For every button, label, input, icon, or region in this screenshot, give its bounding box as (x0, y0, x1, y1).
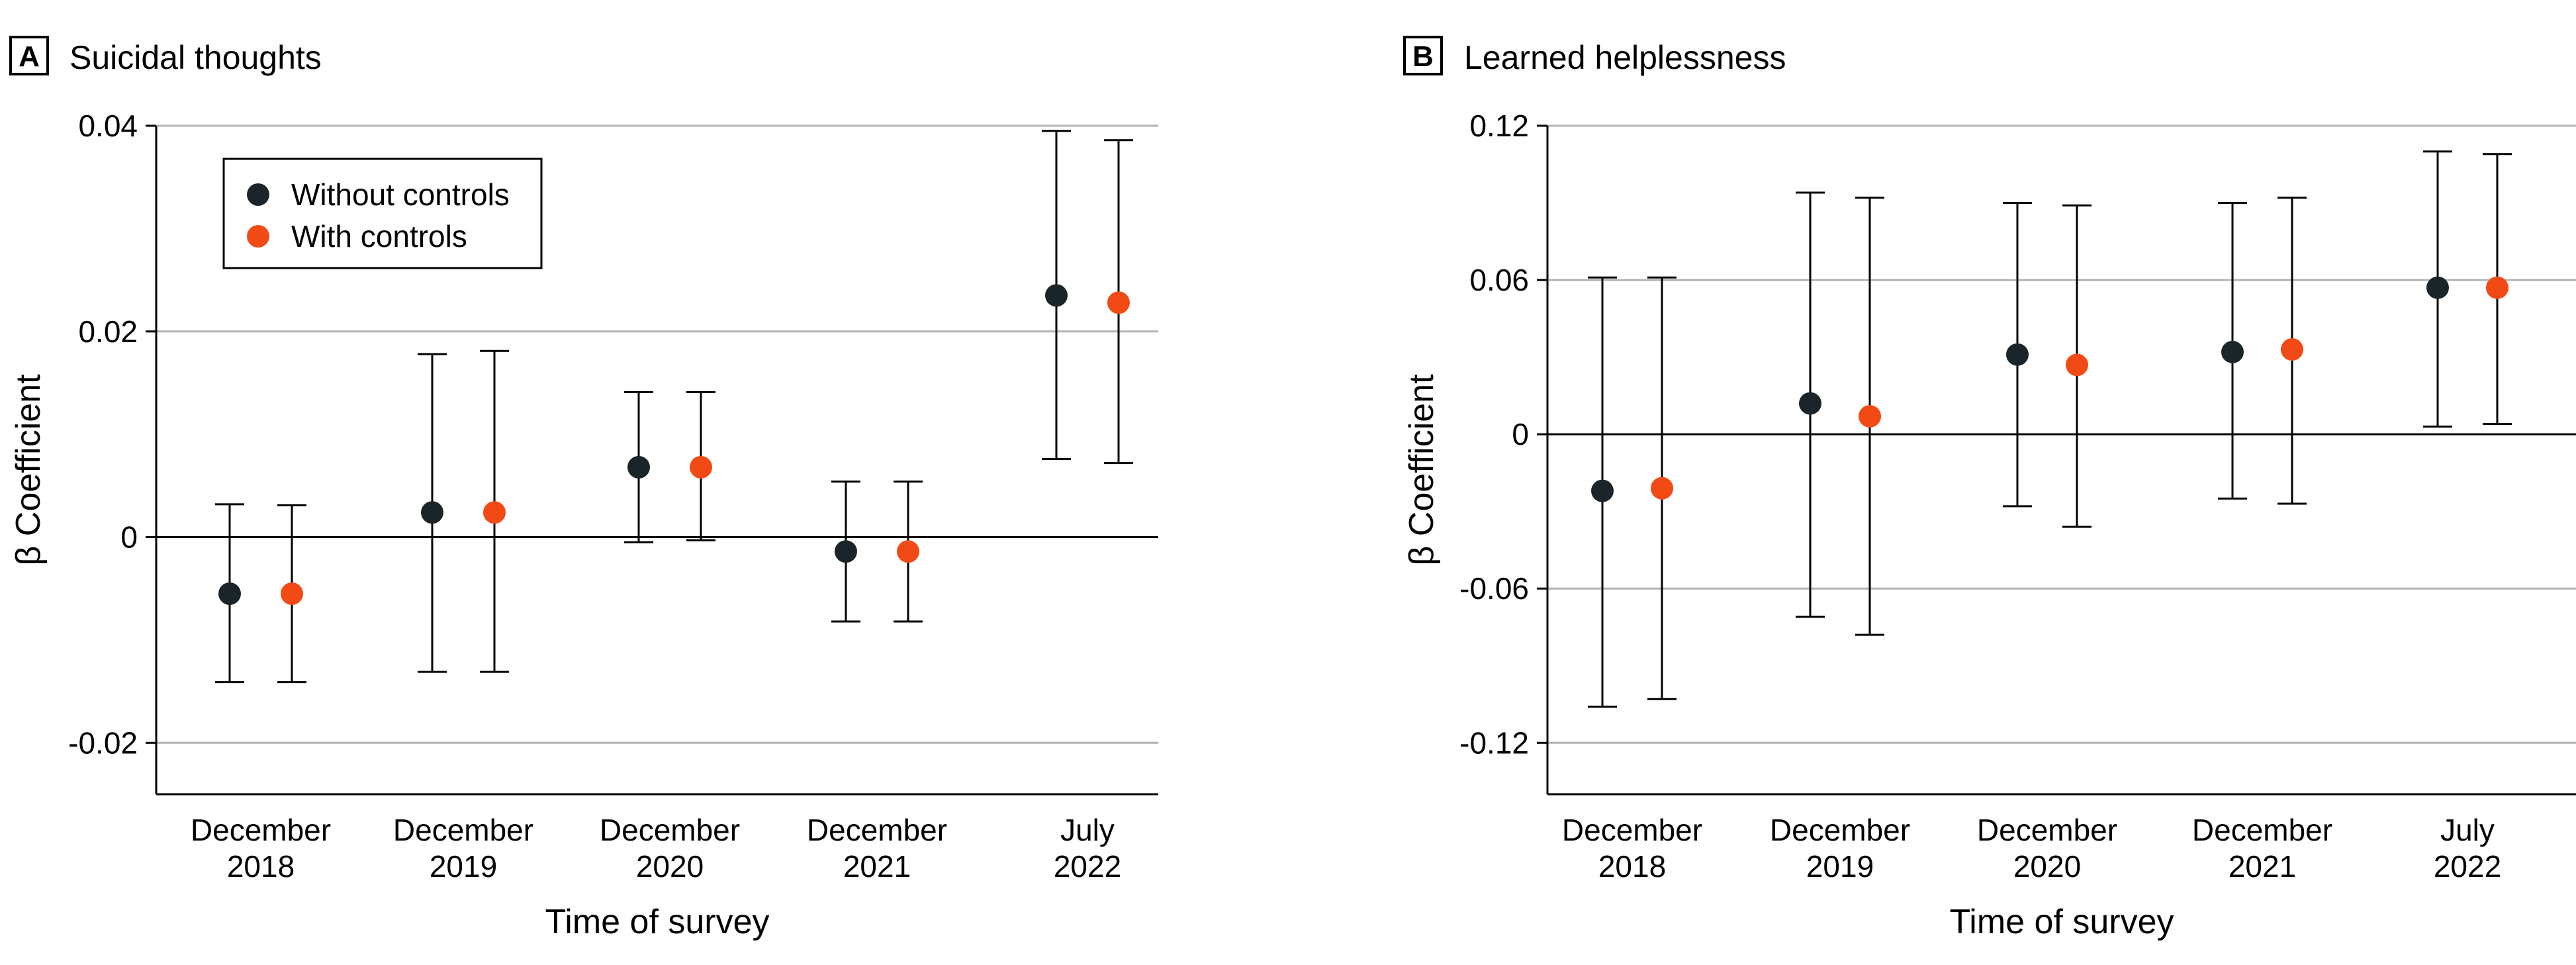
data-point (2281, 338, 2303, 361)
data-point (1859, 404, 1881, 428)
y-axis-title: β Coefficient (1403, 374, 1441, 566)
x-tick-label-line1: December (393, 813, 533, 847)
x-axis-title: Time of survey (545, 903, 769, 941)
y-tick-label: -0.06 (1459, 571, 1529, 606)
data-point (421, 501, 443, 524)
legend-marker (247, 183, 269, 206)
legend-box (222, 158, 543, 269)
x-tick-label-line1: December (1770, 813, 1910, 847)
panel-b: B Learned helplessness -0.12 -0.06 0 0.06 0.12… (1403, 36, 2576, 941)
series-with-controls (1647, 153, 2512, 700)
x-tick-label-line1: December (1562, 813, 1702, 847)
y-tick-label: 0.04 (78, 109, 138, 143)
x-tick-label-line2: 2021 (2229, 849, 2296, 884)
panel-title: Learned helplessness (1464, 39, 1786, 76)
series-without-controls (1588, 150, 2452, 708)
panel-title: Suicidal thoughts (69, 39, 322, 76)
legend-marker (247, 225, 269, 248)
x-tick-label-line1: December (600, 813, 740, 847)
y-tick-label: -0.02 (68, 725, 138, 760)
legend: Without controls With controls (222, 158, 543, 269)
data-point (1107, 291, 1130, 314)
data-point (1799, 392, 1821, 415)
data-point (897, 540, 919, 563)
y-tick-label: 0.02 (78, 314, 138, 349)
y-tick-label: 0.12 (1469, 109, 1529, 143)
data-point (627, 455, 650, 479)
y-tick-label: 0 (120, 520, 138, 555)
x-tick-label-line1: December (807, 813, 947, 847)
data-point (281, 582, 303, 605)
series-with-controls (277, 139, 1133, 684)
y-tick-label: 0.06 (1469, 263, 1529, 297)
data-point (483, 501, 506, 524)
x-tick-label-line2: 2021 (843, 849, 911, 884)
x-tick-label-line1: July (2440, 813, 2495, 847)
x-tick-label-line2: 2018 (1598, 849, 1666, 884)
x-tick-label-line2: 2020 (636, 849, 704, 884)
x-tick-label-line1: December (2192, 813, 2332, 847)
data-point (2066, 353, 2088, 377)
legend-label: With controls (291, 219, 467, 253)
y-axis-title: β Coefficient (9, 374, 48, 566)
x-axis-title: Time of survey (1949, 903, 2174, 941)
x-tick-label-line2: 2020 (2013, 849, 2081, 884)
y-tick-label: 0 (1512, 417, 1529, 451)
x-tick-label-line2: 2019 (430, 849, 497, 884)
data-point (1045, 284, 1068, 307)
data-point (1591, 479, 1614, 502)
x-tick-label-line2: 2022 (2434, 849, 2501, 884)
data-point (218, 582, 241, 605)
data-point (1651, 477, 1673, 500)
panel-letter: B (1412, 40, 1434, 73)
x-tick-label-line1: December (191, 813, 331, 847)
x-tick-label-line1: December (1977, 813, 2117, 847)
y-tick-label: -0.12 (1459, 725, 1529, 760)
data-point (2006, 343, 2029, 366)
series-without-controls (215, 130, 1071, 684)
data-point (835, 540, 857, 563)
panel-a: A Suicidal thoughts -0.02 0 0.02 0.04 December… (9, 36, 1158, 941)
x-tick-label-line2: 2019 (1806, 849, 1874, 884)
panel-letter-box (1403, 36, 1443, 75)
legend-label: Without controls (291, 177, 510, 212)
data-point (2221, 340, 2244, 363)
data-point (2426, 276, 2449, 299)
data-point (2486, 276, 2508, 299)
x-tick-label-line2: 2018 (227, 849, 295, 884)
data-point (690, 455, 712, 479)
panel-letter-box (9, 36, 49, 75)
x-tick-label-line2: 2022 (1054, 849, 1121, 884)
x-tick-label-line1: July (1060, 813, 1115, 847)
panel-letter: A (19, 40, 40, 73)
